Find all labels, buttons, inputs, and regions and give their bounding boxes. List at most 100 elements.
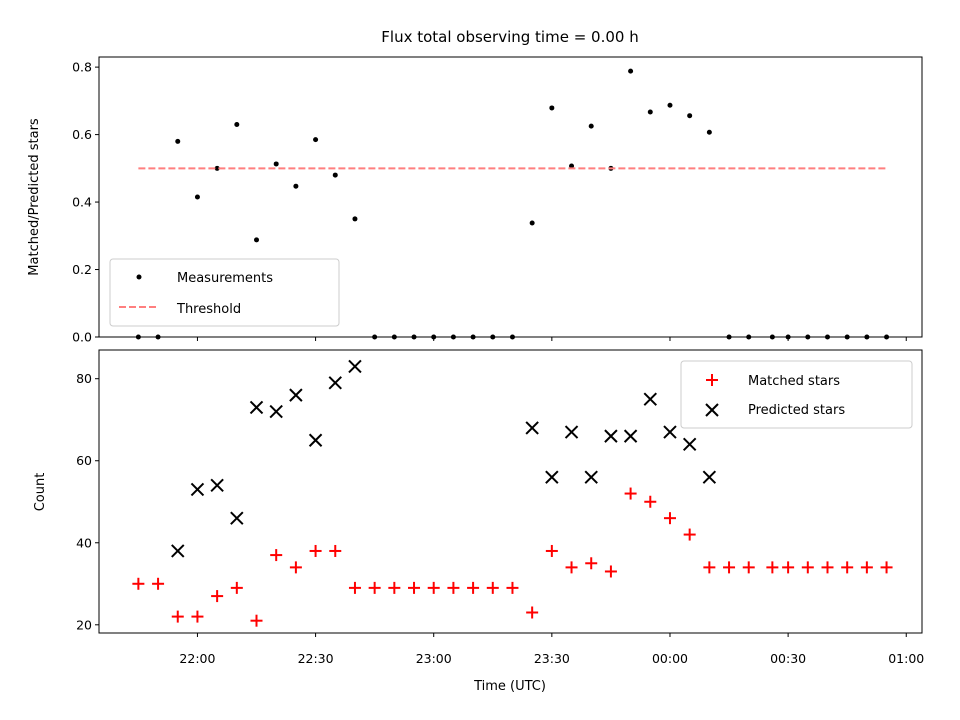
measurement-point [214,165,220,171]
bottom-axes: 20 40 60 80 22:00 22:30 23:00 23:30 00:00 00:30 01… [33,349,924,694]
chart-title: Flux total observing time = 0.00 h [381,28,638,46]
matched-star-point [427,581,440,594]
x-tick-label: 23:00 [416,651,452,666]
matched-star-point [683,528,696,541]
legend-matched-label: Matched stars [748,374,840,389]
matched-star-point [766,561,779,574]
y-tick-label: 40 [76,535,92,550]
measurement-point [647,109,653,115]
predicted-star-point [545,470,559,484]
matched-star-point [447,581,460,594]
bottom-legend-frame [680,360,913,429]
x-tick-label: 00:00 [652,651,688,666]
matched-star-point [467,581,480,594]
matched-star-point [506,581,519,594]
matched-star-point [782,561,795,574]
measurement-point [569,163,575,169]
measurement-point [588,123,594,129]
y-tick-label: 80 [76,371,92,386]
predicted-star-point [584,470,598,484]
matched-star-point [703,561,716,574]
matched-star-point [604,565,617,578]
legend-threshold-label: Threshold [176,302,241,317]
predicted-star-point [623,429,638,443]
top-axes-marks: 0.0 0.2 0.4 0.6 0.8 [72,60,907,345]
predicted-star-point [702,470,717,484]
measurement-point [234,121,240,127]
y-tick-label: 0.6 [72,127,92,142]
measurement-point [313,137,319,143]
x-tick-label: 00:30 [770,651,806,666]
matched-star-point [821,561,834,574]
predicted-star-point [348,359,362,374]
top-axes: 0.00.20.40.60.8 Matched/Predicted stars … [27,56,923,345]
predicted-star-point [564,425,579,439]
matched-star-point [152,577,165,590]
predicted-star-point [190,482,205,497]
predicted-star-point [682,437,697,452]
bottom-axes-frame [98,349,923,634]
matched-star-point [250,614,263,627]
predicted-star-point [328,376,342,390]
y-tick-label: 0.8 [72,60,92,75]
legend-matched-marker [706,374,718,386]
predicted-star-point [643,392,657,406]
predicted-star-point [249,400,264,415]
measurement-point [293,183,299,189]
matched-star-point [526,606,539,619]
predicted-star-point [269,404,283,419]
measurement-point [332,172,338,178]
top-ylabel: Matched/Predicted stars [27,118,42,276]
x-tick-label: 23:30 [534,651,570,666]
matched-star-point [565,561,578,574]
x-tick-label: 22:00 [179,651,215,666]
matched-star-point [289,561,302,574]
x-axis-label: Time (UTC) [473,679,546,694]
matched-star-point [841,561,854,574]
matched-star-point [486,581,499,594]
bottom-ylabel: Count [33,473,48,512]
y-tick-label: 0.0 [72,330,92,345]
matched-star-point [624,487,637,500]
measurement-point [352,216,358,222]
y-tick-label: 0.4 [72,195,92,210]
y-tick-label: 60 [76,453,92,468]
y-tick-label: 20 [76,617,92,632]
legend-predicted-marker [705,403,719,417]
matched-star-point [801,561,814,574]
x-tick-label: 01:00 [888,651,924,666]
matched-star-point [191,610,204,623]
measurement-point [175,138,181,144]
top-axes-frame [98,56,923,338]
matched-star-point [388,581,401,594]
matched-star-point [408,581,421,594]
matched-star-point [368,581,381,594]
predicted-star-point [663,425,677,439]
predicted-star-point [171,544,185,558]
measurement-point [667,102,673,108]
bottom-axes-marks: 20 40 60 80 22:00 22:30 23:00 23:30 00:00 00:30 01… [76,359,924,666]
matched-star-point [348,581,361,594]
measurement-point [549,105,555,111]
matched-star-point [880,561,893,574]
predicted-star-point [210,478,224,493]
top-legend: Measurements Threshold [109,258,340,327]
predicted-star-point [230,511,244,525]
bottom-legend: Matched stars Predicted stars [680,360,913,429]
matched-star-point [860,561,873,574]
y-tick-label: 0.2 [72,262,92,277]
measurement-point [273,161,279,167]
matched-star-point [270,549,283,562]
matched-star-point [644,495,657,508]
legend-predicted-label: Predicted stars [748,403,845,418]
x-tick-label: 22:30 [298,651,334,666]
matched-star-point [742,561,755,574]
predicted-star-point [525,421,539,435]
matched-star-point [585,557,598,570]
matched-star-point [309,544,322,557]
measurement-point [706,129,712,135]
matched-star-point [663,512,676,525]
matched-star-point [230,581,243,594]
matched-star-point [329,544,342,557]
